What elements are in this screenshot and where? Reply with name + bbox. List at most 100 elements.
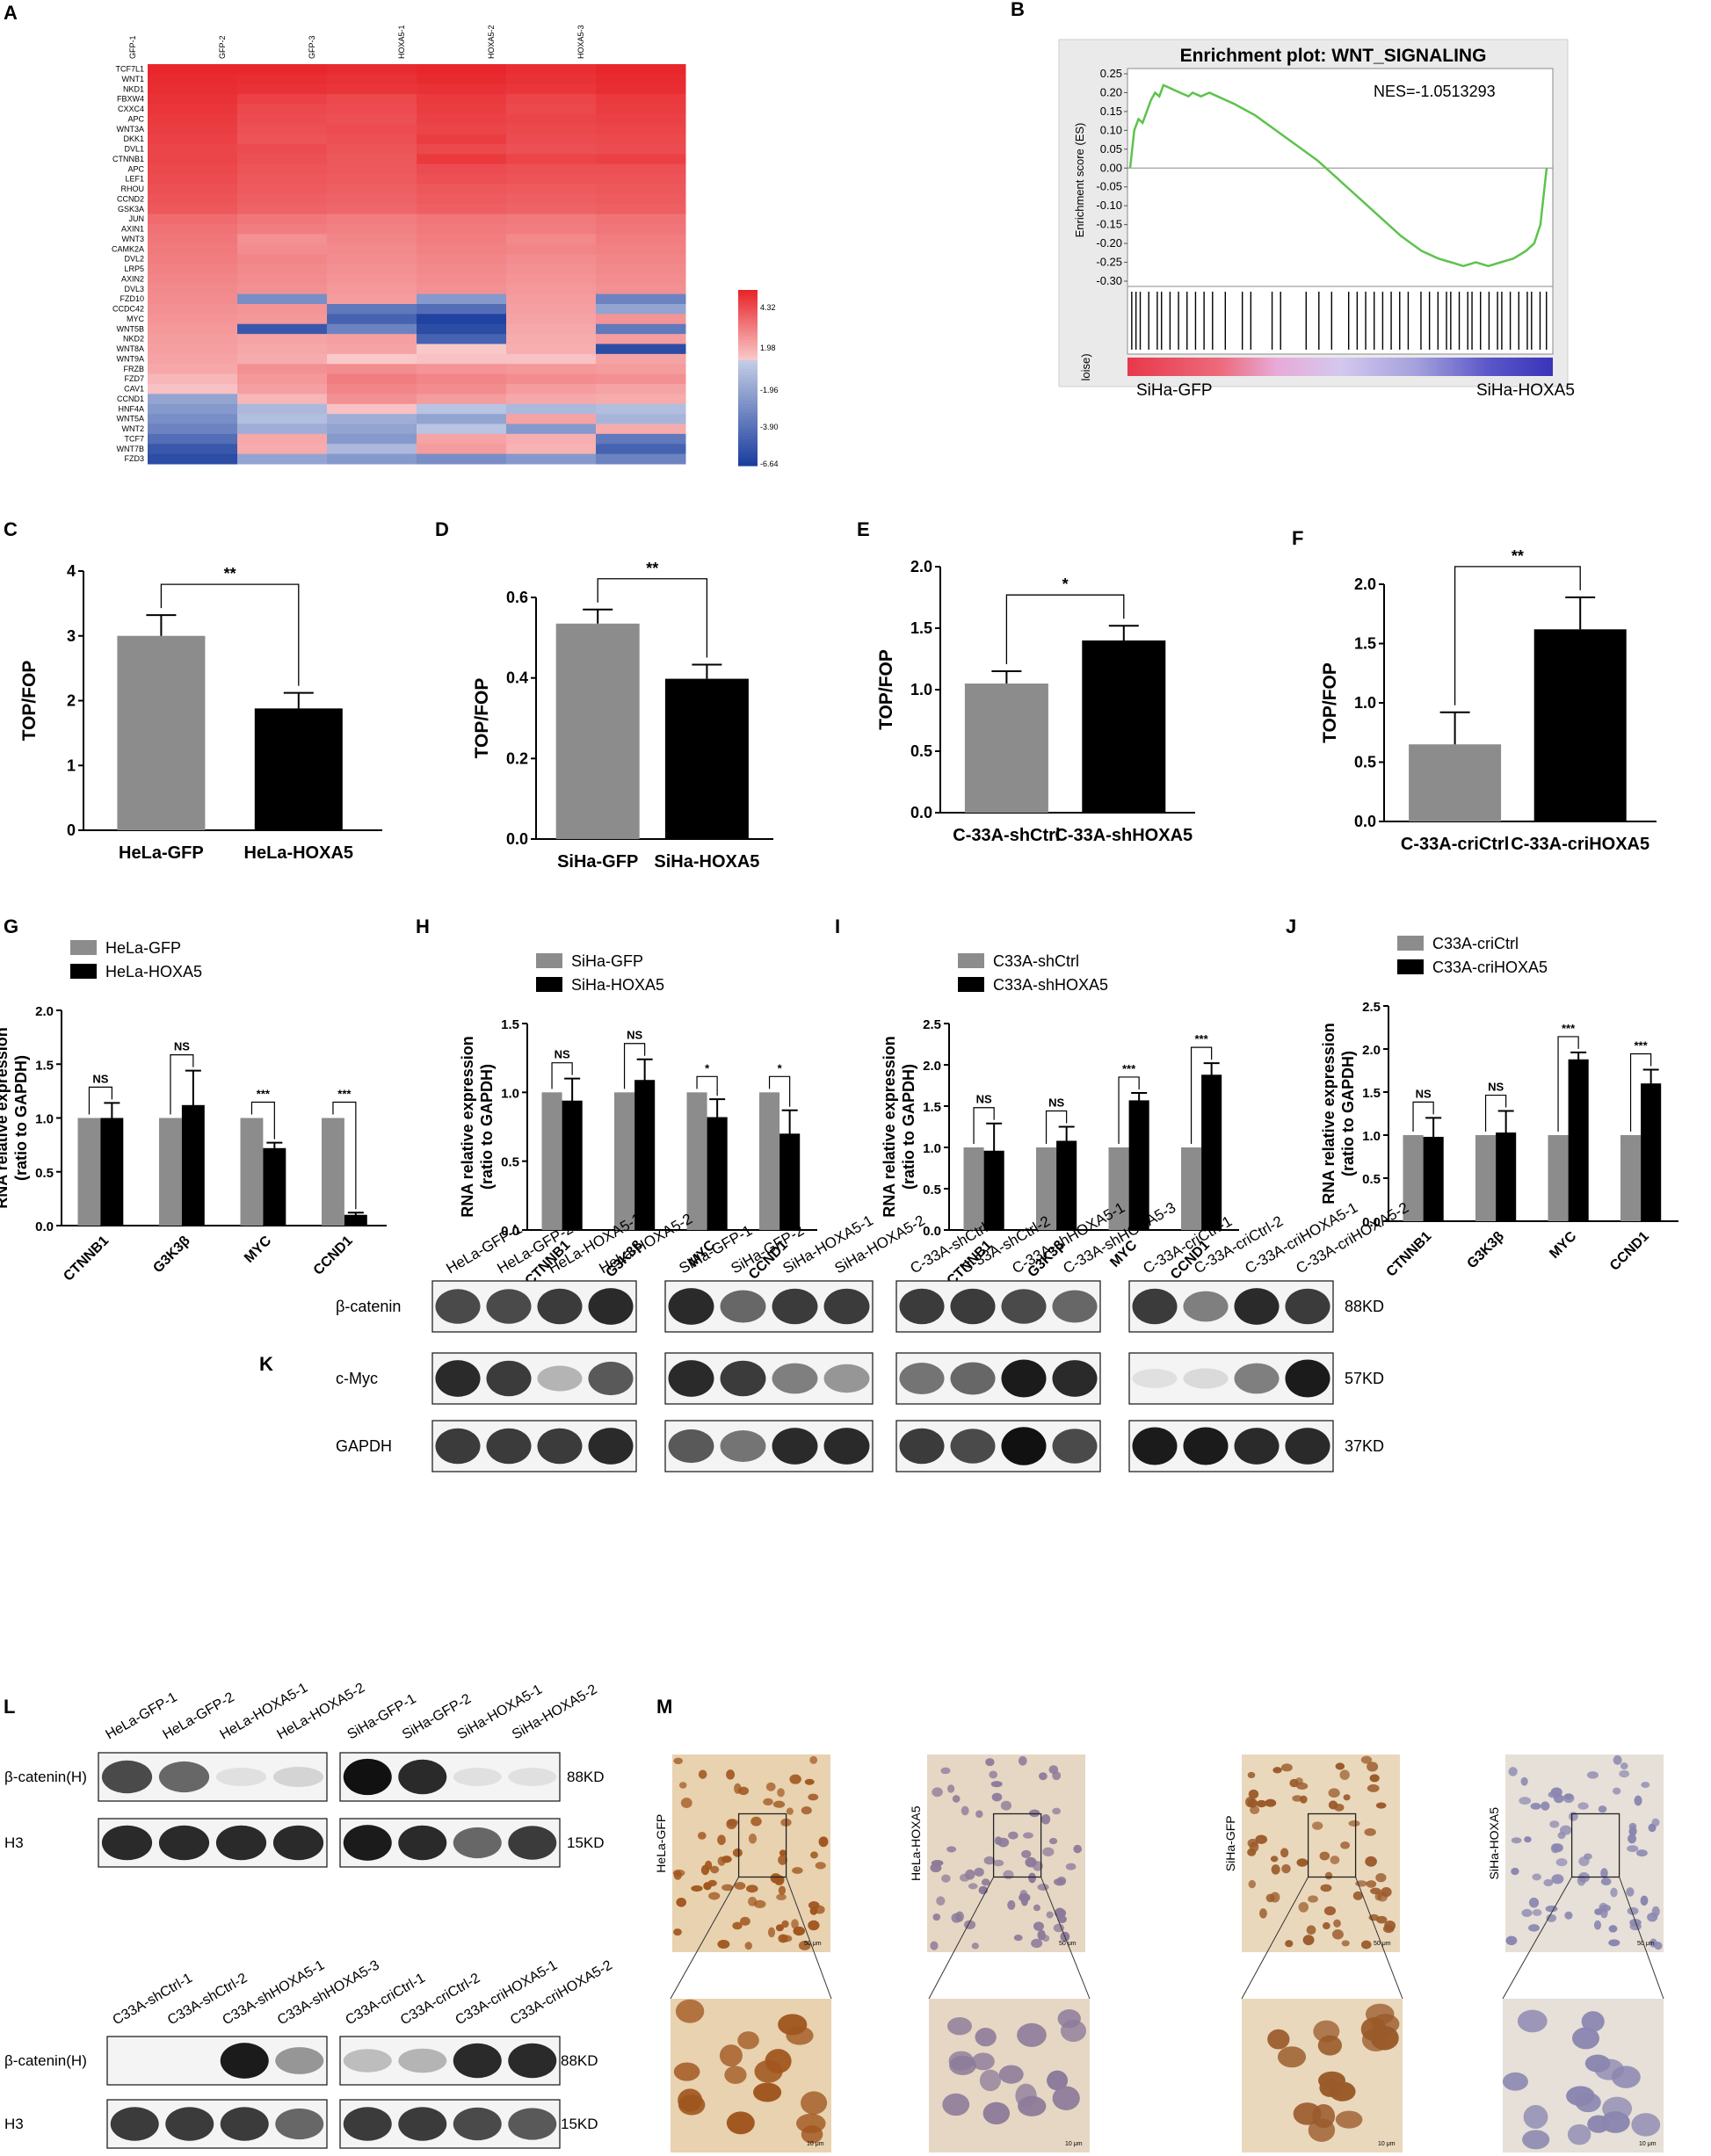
ihc-nucleus [1634, 1795, 1642, 1806]
ihc-nucleus [726, 1819, 737, 1830]
ihc-nucleus [1541, 1801, 1550, 1811]
bar [1533, 629, 1627, 821]
ihc-nucleus [983, 1856, 996, 1865]
heatmap-cell [148, 64, 238, 75]
blot-membrane [106, 2036, 328, 2086]
heatmap-cell [596, 104, 686, 115]
heatmap-cell [148, 364, 238, 375]
ihc-nucleus [1270, 1856, 1279, 1863]
ihc-nucleus [750, 1816, 762, 1827]
colorbar-segment [738, 418, 758, 423]
significance-label: NS [627, 1029, 642, 1042]
heatmap-cell [596, 94, 686, 105]
ihc-nucleus [1265, 1798, 1277, 1807]
heatmap-cell [417, 204, 507, 215]
y-tick-label: 2.0 [923, 1059, 941, 1074]
ihc-nucleus [1340, 1841, 1351, 1849]
heatmap-cell [596, 364, 686, 375]
ihc-nucleus [968, 1883, 978, 1890]
gsea-tick-label: 0.15 [1100, 105, 1122, 118]
bar [1496, 1132, 1517, 1221]
ihc-nucleus-large [1602, 2096, 1633, 2121]
blot-band [220, 2107, 269, 2141]
heatmap-cell [417, 174, 507, 184]
blot-band [1001, 1359, 1047, 1398]
bar [1641, 1083, 1662, 1221]
ihc-nucleus [767, 1927, 776, 1938]
gsea-enrichment-plot: Enrichment plot: WNT_SIGNALING NES=-1.05… [1058, 39, 1575, 400]
ihc-nucleus [818, 1836, 829, 1848]
ihc-nucleus [1054, 1877, 1066, 1886]
ihc-nucleus [1550, 1787, 1562, 1798]
significance-label: *** [1562, 1022, 1576, 1035]
bar [1403, 1135, 1424, 1221]
blot-band [272, 1825, 324, 1861]
gsea-partial-label: loise) [1079, 353, 1092, 380]
blot-band [1234, 1288, 1280, 1325]
ihc-zoom-connector [928, 1877, 995, 2000]
significance-bracket [250, 1101, 275, 1139]
significance-label: * [778, 1061, 783, 1074]
y-tick-label: 1.5 [923, 1100, 941, 1115]
ihc-nucleus [1360, 1755, 1373, 1764]
ihc-nucleus [732, 1848, 743, 1857]
ihc-nucleus [1312, 1821, 1323, 1830]
gsea-y-ticks: 0.25 0.20 0.15 0.10 0.05 0.00 -0.05 -0.10 -0.15 -… [1096, 67, 1553, 287]
ihc-nucleus [776, 1893, 787, 1901]
heatmap-gene-label: CAMK2A [112, 244, 144, 253]
significance-bracket [696, 1075, 718, 1096]
ihc-nucleus [1023, 1832, 1033, 1839]
blot-band [823, 1288, 870, 1325]
significance-label: NS [976, 1093, 992, 1106]
blot-band [1001, 1427, 1047, 1465]
heatmap-gene-label: DVL3 [124, 285, 144, 293]
panel-label-j: J [1286, 915, 1296, 937]
blot-band [720, 1360, 766, 1397]
significance-label: NS [174, 1040, 190, 1053]
ihc-nucleus [1248, 1879, 1256, 1889]
blot-row-label: GAPDH [336, 1437, 392, 1455]
ihc-nucleus [703, 1882, 712, 1891]
y-axis-label: TOP/FOP [876, 649, 896, 730]
blot-band [1183, 1368, 1229, 1389]
heatmap-gene-label: FZD10 [120, 294, 144, 303]
ihc-zoom-connector [1241, 1877, 1309, 2000]
ihc-nucleus [1365, 1856, 1377, 1867]
heatmap-cell [506, 293, 597, 305]
ihc-nucleus-large [1370, 2025, 1399, 2051]
heatmap-cell [148, 83, 238, 95]
blot-band [508, 2043, 557, 2079]
ihc-nucleus [1341, 1940, 1350, 1947]
significance-bracket [597, 578, 708, 658]
ihc-nucleus [930, 1941, 939, 1950]
panel-label-f: F [1292, 527, 1303, 549]
blot-band [1285, 1359, 1330, 1398]
ihc-nucleus [1367, 1783, 1380, 1792]
ihc-nucleus-large [1329, 2081, 1356, 2102]
heatmap-gene-label: APC [127, 114, 144, 123]
x-category-label: MYC [1547, 1228, 1579, 1261]
ihc-nucleus [991, 1792, 1003, 1802]
ihc-nucleus [1520, 1776, 1528, 1786]
ihc-nucleus [1033, 1904, 1040, 1912]
bar [1548, 1135, 1569, 1221]
heatmap-cell [596, 64, 686, 75]
heatmap-cell [417, 124, 507, 135]
ihc-nucleus [1577, 1802, 1589, 1810]
ihc-nucleus [763, 1798, 773, 1806]
blot-band [950, 1429, 996, 1464]
ihc-nucleus [793, 1926, 805, 1936]
ihc-nucleus [1003, 1870, 1014, 1880]
ihc-nucleus [971, 1943, 979, 1950]
ihc-nucleus [1055, 1907, 1065, 1917]
heatmap-cell [417, 284, 507, 295]
blot-band [720, 1290, 766, 1323]
ihc-nucleus-large [1567, 2123, 1591, 2145]
blot-size-label: 88KD [561, 2052, 598, 2069]
ihc-nucleus [1039, 1772, 1048, 1781]
heatmap-cell [596, 414, 686, 424]
ihc-nucleus [1532, 1908, 1542, 1916]
significance-bracket [1412, 1101, 1434, 1132]
heatmap-cell [237, 423, 328, 435]
panel-label-b: B [1011, 0, 1025, 20]
